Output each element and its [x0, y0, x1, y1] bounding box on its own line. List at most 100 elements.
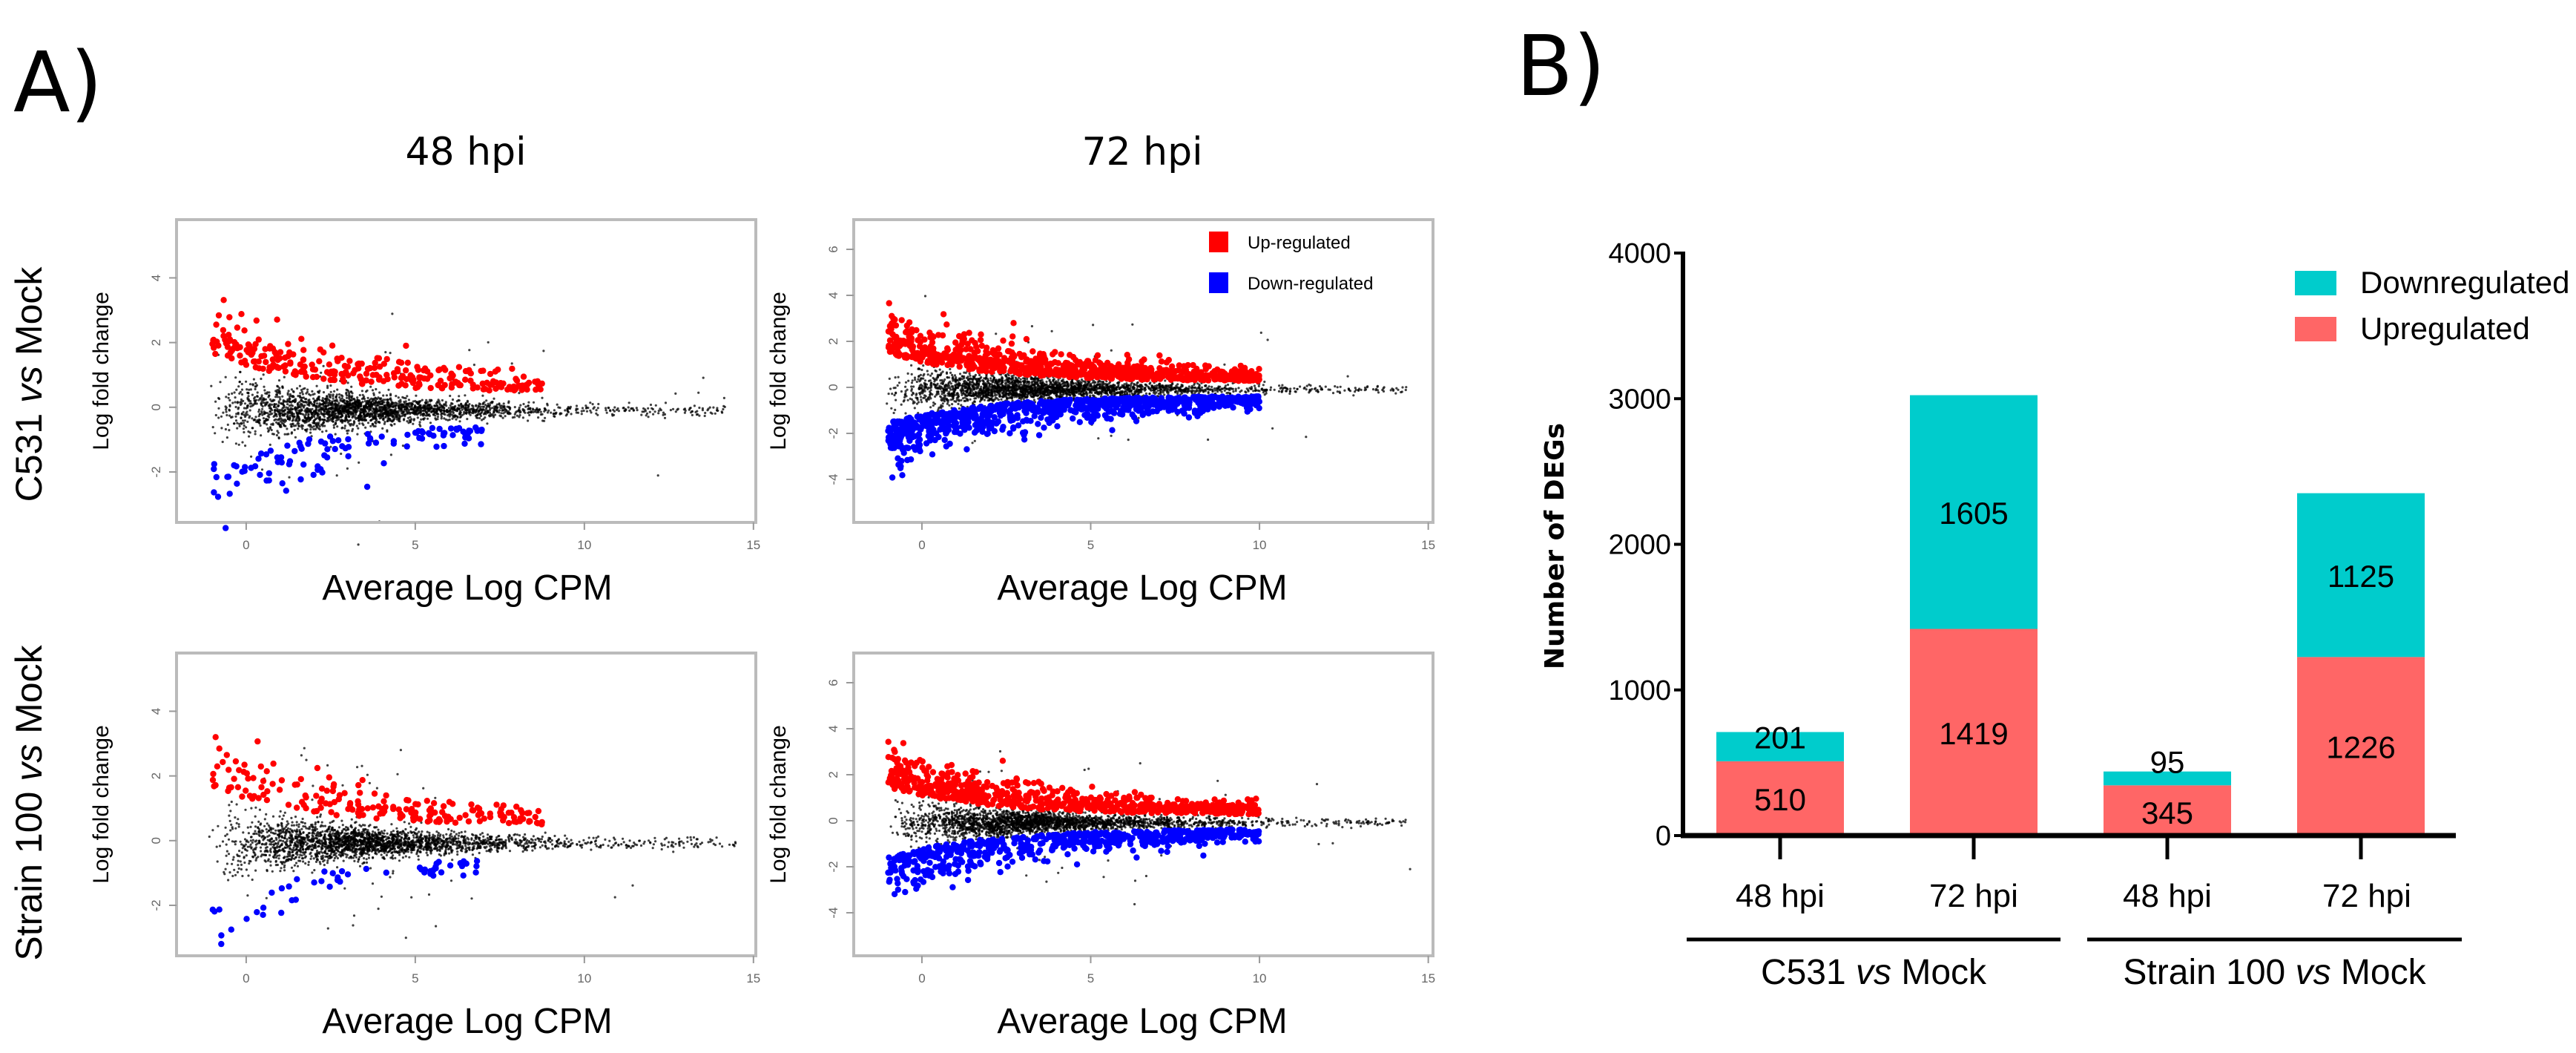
point-not-significant [324, 404, 327, 407]
point-not-significant [500, 412, 503, 415]
point-not-significant [312, 411, 314, 415]
point-down-regulated [425, 430, 432, 436]
point-not-significant [596, 413, 599, 416]
point-not-significant [307, 416, 310, 419]
point-up-regulated [237, 352, 243, 359]
point-not-significant [488, 411, 492, 414]
point-not-significant [1251, 387, 1254, 390]
points [885, 295, 1408, 481]
point-not-significant [224, 375, 227, 378]
point-not-significant [348, 396, 351, 399]
point-not-significant [237, 385, 240, 388]
point-not-significant [259, 413, 262, 416]
point-not-significant [406, 404, 409, 407]
point-not-significant [231, 416, 234, 419]
point-not-significant [269, 407, 272, 410]
point-not-significant [418, 404, 421, 407]
point-not-significant [369, 385, 372, 388]
point-not-significant [435, 404, 439, 407]
point-not-significant [449, 394, 452, 398]
point-not-significant [339, 411, 342, 414]
point-not-significant [930, 372, 934, 375]
point-not-significant [383, 401, 386, 404]
point-not-significant [253, 418, 256, 421]
point-not-significant [334, 433, 337, 436]
point-not-significant [1225, 387, 1228, 390]
point-not-significant [927, 379, 930, 382]
point-not-significant [240, 382, 243, 386]
point-not-significant [904, 393, 907, 396]
point-not-significant [1133, 382, 1136, 386]
point-not-significant [222, 411, 225, 414]
point-not-significant [292, 424, 295, 427]
point-not-significant [260, 468, 264, 471]
point-not-significant [605, 407, 607, 410]
point-not-significant [385, 394, 389, 397]
point-not-significant [225, 413, 228, 417]
point-not-significant [234, 396, 237, 399]
point-not-significant [392, 406, 395, 409]
point-not-significant [271, 403, 274, 406]
point-not-significant [513, 406, 516, 409]
point-not-significant [1028, 381, 1031, 384]
point-up-regulated [329, 376, 336, 384]
point-not-significant [958, 373, 962, 375]
point-not-significant [357, 427, 360, 430]
point-not-significant [320, 371, 323, 374]
point-up-regulated [220, 327, 227, 334]
point-not-significant [297, 410, 300, 414]
point-not-significant [225, 408, 228, 411]
point-not-significant [260, 404, 263, 407]
point-not-significant [276, 430, 279, 433]
point-not-significant [346, 467, 349, 470]
point-not-significant [234, 405, 237, 409]
point-not-significant [254, 396, 257, 398]
point-not-significant [350, 398, 353, 402]
point-not-significant [393, 411, 396, 414]
point-not-significant [337, 410, 340, 413]
point-down-regulated [429, 424, 436, 431]
point-not-significant [449, 404, 452, 407]
point-not-significant [290, 388, 293, 391]
point-not-significant [1187, 385, 1190, 388]
point-not-significant [617, 410, 621, 413]
point-not-significant [1131, 323, 1134, 326]
point-not-significant [472, 409, 475, 412]
point-up-regulated [480, 367, 487, 374]
point-not-significant [451, 413, 454, 416]
point-not-significant [1001, 396, 1004, 398]
point-not-significant [1288, 392, 1291, 396]
point-not-significant [958, 407, 961, 410]
point-not-significant [352, 397, 355, 401]
point-not-significant [294, 410, 298, 413]
point-not-significant [389, 453, 393, 456]
point-not-significant [389, 398, 393, 402]
point-down-regulated [418, 435, 426, 442]
point-not-significant [329, 384, 332, 387]
point-not-significant [889, 387, 892, 390]
point-not-significant [888, 377, 891, 380]
point-not-significant [278, 424, 281, 427]
point-down-regulated [317, 438, 325, 445]
point-not-significant [277, 400, 280, 403]
point-not-significant [293, 428, 296, 432]
point-not-significant [1318, 385, 1322, 388]
point-not-significant [225, 436, 228, 439]
point-not-significant [268, 394, 271, 397]
point-up-regulated [421, 365, 429, 372]
point-not-significant [317, 396, 320, 398]
point-not-significant [323, 424, 326, 427]
point-not-significant [1401, 386, 1404, 389]
point-not-significant [482, 408, 485, 411]
point-not-significant [1338, 390, 1341, 393]
point-not-significant [332, 413, 335, 416]
point-not-significant [343, 427, 346, 430]
point-not-significant [249, 405, 252, 408]
point-not-significant [348, 415, 351, 419]
point-not-significant [403, 413, 406, 416]
point-not-significant [298, 401, 301, 404]
point-not-significant [547, 409, 550, 412]
point-not-significant [312, 414, 315, 417]
point-not-significant [351, 416, 354, 419]
